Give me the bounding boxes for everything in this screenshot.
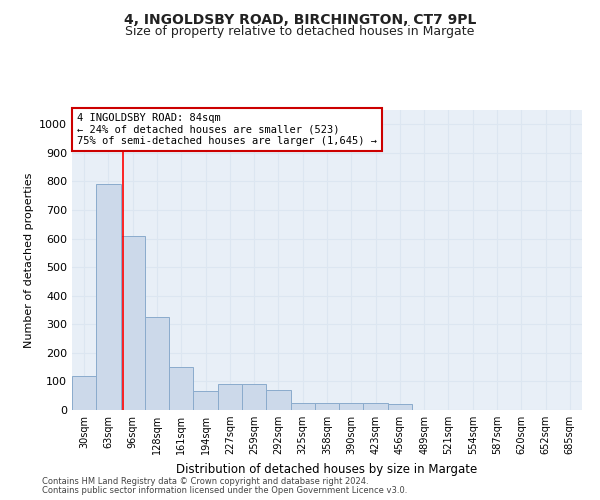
Bar [169, 367, 193, 410]
Text: 4 INGOLDSBY ROAD: 84sqm
← 24% of detached houses are smaller (523)
75% of semi-d: 4 INGOLDSBY ROAD: 84sqm ← 24% of detache… [77, 113, 377, 146]
Text: Contains public sector information licensed under the Open Government Licence v3: Contains public sector information licen… [42, 486, 407, 495]
Bar [121, 236, 145, 410]
Text: Size of property relative to detached houses in Margate: Size of property relative to detached ho… [125, 25, 475, 38]
X-axis label: Distribution of detached houses by size in Margate: Distribution of detached houses by size … [176, 462, 478, 475]
Bar [315, 403, 339, 410]
Bar [339, 403, 364, 410]
Bar [193, 392, 218, 410]
Bar [72, 376, 96, 410]
Bar [364, 403, 388, 410]
Y-axis label: Number of detached properties: Number of detached properties [23, 172, 34, 348]
Bar [388, 404, 412, 410]
Bar [242, 384, 266, 410]
Bar [266, 390, 290, 410]
Bar [290, 403, 315, 410]
Bar [145, 317, 169, 410]
Bar [218, 384, 242, 410]
Bar [96, 184, 121, 410]
Text: 4, INGOLDSBY ROAD, BIRCHINGTON, CT7 9PL: 4, INGOLDSBY ROAD, BIRCHINGTON, CT7 9PL [124, 12, 476, 26]
Text: Contains HM Land Registry data © Crown copyright and database right 2024.: Contains HM Land Registry data © Crown c… [42, 477, 368, 486]
